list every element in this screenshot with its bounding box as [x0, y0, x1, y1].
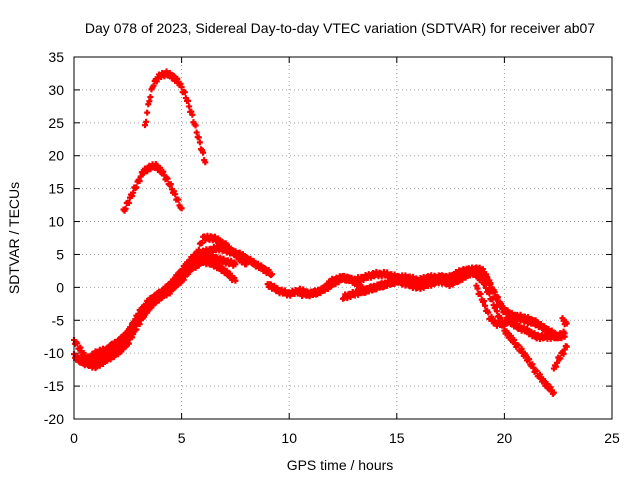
series-arc-evening-4	[473, 282, 542, 329]
y-tick-label: -15	[44, 378, 64, 394]
data-point	[185, 97, 192, 104]
data-point	[477, 290, 484, 297]
x-tick-label: 5	[178, 430, 186, 446]
data-point	[122, 205, 129, 212]
data-point	[550, 389, 557, 396]
data-point	[268, 271, 275, 278]
y-tick-label: -20	[44, 411, 64, 427]
data-point	[74, 340, 81, 347]
data-point	[178, 205, 185, 212]
data-point	[199, 239, 206, 246]
data-point	[167, 181, 174, 188]
y-tick-label: 15	[48, 181, 64, 197]
y-axis-label: SDTVAR / TECUs	[6, 182, 22, 294]
data-point	[186, 103, 193, 110]
data-point	[491, 288, 498, 295]
data-point	[474, 285, 481, 292]
x-tick-label: 20	[497, 430, 513, 446]
data-point	[143, 118, 150, 125]
data-point	[180, 276, 187, 283]
data-point	[535, 320, 542, 327]
series-arc-tail-2	[559, 315, 570, 328]
data-point	[526, 356, 533, 363]
plot-frame	[73, 56, 613, 420]
data-point	[178, 83, 185, 90]
data-point	[563, 320, 570, 327]
x-tick-label: 25	[604, 430, 620, 446]
data-point	[493, 308, 500, 315]
data-point	[482, 302, 489, 309]
x-axis-label: GPS time / hours	[287, 457, 394, 473]
series-arc-evening-1	[447, 265, 557, 397]
series-arc-evening-3	[462, 264, 568, 343]
series-group	[71, 68, 570, 397]
data-point	[140, 313, 147, 320]
data-point	[557, 355, 564, 362]
data-point	[130, 189, 137, 196]
data-point	[554, 359, 561, 366]
y-tick-label: 5	[56, 246, 64, 262]
data-point	[125, 340, 132, 347]
data-point	[484, 274, 491, 281]
data-point	[480, 269, 487, 276]
series-arc-mid	[120, 160, 185, 214]
data-point	[181, 89, 188, 96]
data-point	[196, 139, 203, 146]
series-arc-evening-2	[454, 265, 568, 342]
data-point	[522, 352, 529, 359]
data-point	[188, 264, 195, 271]
y-tick-label: -5	[52, 312, 65, 328]
data-point	[133, 184, 140, 191]
series-arc-tail	[550, 343, 570, 372]
data-point	[195, 246, 202, 253]
y-tick-label: 20	[48, 148, 64, 164]
data-point	[502, 309, 509, 316]
data-point	[232, 261, 239, 268]
data-point	[200, 149, 207, 156]
data-point	[561, 330, 568, 337]
data-point	[486, 290, 493, 297]
data-point	[125, 199, 132, 206]
y-tick-label: 35	[48, 49, 64, 65]
tick-labels: 0 5 10 15 20 25 -20 -15 -10 -5 0 5 10 15 20 25 30 35	[44, 49, 620, 446]
data-point	[202, 159, 209, 166]
data-point	[147, 93, 154, 100]
data-point	[175, 196, 182, 203]
data-point	[144, 109, 151, 116]
x-tick-label: 10	[281, 430, 297, 446]
y-tick-label: 25	[48, 115, 64, 131]
data-point	[189, 111, 196, 118]
data-point	[494, 294, 501, 301]
chart-title: Day 078 of 2023, Sidereal Day-to-day VTE…	[85, 20, 595, 36]
data-point	[485, 309, 492, 316]
data-point	[133, 326, 140, 333]
y-tick-label: 10	[48, 214, 64, 230]
data-point	[195, 134, 202, 141]
data-point	[563, 343, 570, 350]
x-tick-label: 0	[70, 430, 78, 446]
y-tick-label: 0	[56, 279, 64, 295]
data-point	[164, 175, 171, 182]
data-point	[232, 277, 239, 284]
y-tick-label: -10	[44, 345, 64, 361]
data-point	[191, 258, 198, 265]
x-tick-label: 15	[389, 430, 405, 446]
data-point	[192, 122, 199, 129]
data-point	[130, 331, 137, 338]
series-arc-4	[81, 232, 250, 372]
data-point	[243, 261, 250, 268]
series-arc-high	[142, 68, 209, 166]
data-point	[172, 191, 179, 198]
data-point	[499, 304, 506, 311]
series-arc-midday-3	[340, 265, 486, 302]
y-tick-label: 30	[48, 82, 64, 98]
